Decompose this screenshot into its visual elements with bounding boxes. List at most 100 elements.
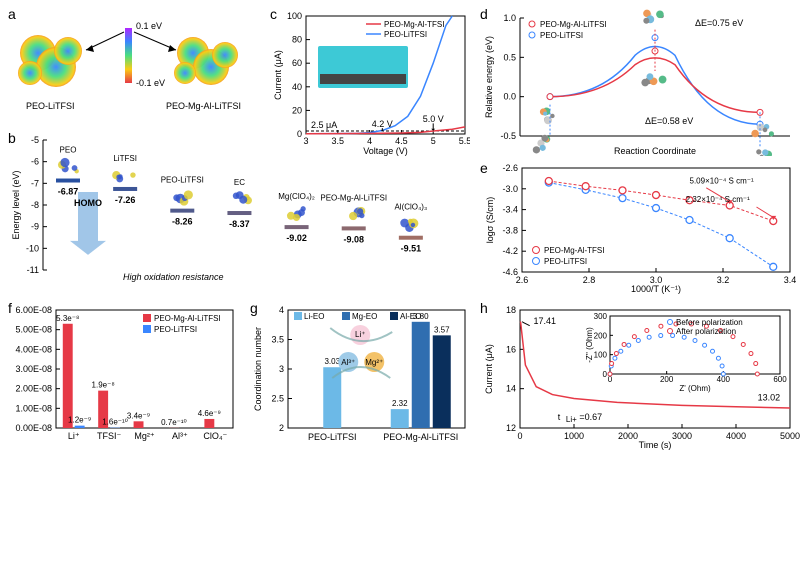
- panel-a-figure: 0.1 eV -0.1 eV PEO-LiTFSI PEO-Mg-Al-LiTF…: [8, 6, 258, 121]
- svg-text:PEO-LiTFSI: PEO-LiTFSI: [308, 432, 357, 442]
- svg-text:4: 4: [279, 305, 284, 315]
- svg-text:PEO-Mg-Al-LiTFSI: PEO-Mg-Al-LiTFSI: [540, 20, 607, 29]
- svg-text:3: 3: [279, 364, 284, 374]
- svg-text:14: 14: [506, 384, 516, 394]
- svg-text:Energy level (eV): Energy level (eV): [11, 170, 21, 239]
- svg-text:LiTFSI: LiTFSI: [113, 154, 137, 163]
- svg-text:-7: -7: [31, 178, 39, 188]
- svg-text:1000: 1000: [564, 431, 584, 441]
- svg-text:-11: -11: [27, 265, 39, 275]
- svg-text:17.41: 17.41: [534, 316, 557, 326]
- svg-text:-6.87: -6.87: [58, 187, 79, 197]
- svg-text:PEO-Mg-Al-LiTFSI: PEO-Mg-Al-LiTFSI: [320, 193, 387, 202]
- svg-text:Time (s): Time (s): [639, 440, 672, 450]
- svg-text:-5: -5: [31, 135, 39, 145]
- svg-text:Al³⁺: Al³⁺: [341, 358, 355, 367]
- svg-text:Mg²⁺: Mg²⁺: [134, 431, 154, 441]
- svg-text:200: 200: [660, 375, 674, 384]
- svg-text:2: 2: [279, 423, 284, 433]
- svg-text:0.7e⁻¹⁰: 0.7e⁻¹⁰: [161, 418, 187, 427]
- svg-text:300: 300: [594, 312, 608, 321]
- svg-text:-0.5: -0.5: [500, 131, 516, 141]
- svg-text:After polarization: After polarization: [676, 327, 736, 336]
- svg-text:40: 40: [292, 82, 302, 92]
- panel-d: d -0.50.00.51.0Reaction CoordinateRelati…: [480, 6, 800, 156]
- svg-text:1.2e⁻⁹: 1.2e⁻⁹: [68, 416, 91, 425]
- svg-text:-8: -8: [31, 200, 39, 210]
- svg-text:-2.6: -2.6: [502, 163, 518, 173]
- svg-text:2000: 2000: [618, 431, 638, 441]
- panel-d-chart: -0.50.00.51.0Reaction CoordinateRelative…: [480, 6, 800, 156]
- svg-text:Coordination number: Coordination number: [253, 327, 263, 411]
- svg-text:2.5: 2.5: [271, 394, 284, 404]
- svg-text:-9.02: -9.02: [286, 233, 307, 243]
- svg-text:Li⁺: Li⁺: [355, 330, 365, 339]
- svg-text:3000: 3000: [672, 431, 692, 441]
- panel-b-label: b: [8, 130, 16, 146]
- svg-text:100: 100: [287, 11, 302, 21]
- svg-text:5.3e⁻⁸: 5.3e⁻⁸: [56, 314, 79, 323]
- svg-text:PEO-LiTFSI: PEO-LiTFSI: [384, 30, 427, 39]
- svg-text:Mg(ClO₄)₂: Mg(ClO₄)₂: [278, 192, 315, 201]
- svg-text:PEO-LiTFSI: PEO-LiTFSI: [540, 31, 583, 40]
- svg-text:60: 60: [292, 58, 302, 68]
- svg-text:PEO-Mg-Al-LiTFSI: PEO-Mg-Al-LiTFSI: [154, 314, 221, 323]
- svg-text:-6: -6: [31, 157, 39, 167]
- svg-text:PEO-Mg-Al-TFSI: PEO-Mg-Al-TFSI: [544, 246, 604, 255]
- svg-text:ΔE=0.58 eV: ΔE=0.58 eV: [645, 116, 693, 126]
- svg-text:4.2 V: 4.2 V: [372, 119, 393, 129]
- svg-text:1.9e⁻⁸: 1.9e⁻⁸: [92, 381, 115, 390]
- svg-text:100: 100: [594, 351, 608, 360]
- svg-text:3.03: 3.03: [324, 357, 340, 366]
- svg-text:4000: 4000: [726, 431, 746, 441]
- svg-text:600: 600: [773, 375, 787, 384]
- svg-text:6.00E-08: 6.00E-08: [15, 305, 52, 315]
- svg-text:Mg-EO: Mg-EO: [352, 312, 377, 321]
- svg-text:3.2: 3.2: [717, 275, 730, 285]
- svg-text:Mg²⁺: Mg²⁺: [365, 358, 383, 367]
- svg-text:20: 20: [292, 105, 302, 115]
- svg-text:4.00E-08: 4.00E-08: [15, 344, 52, 354]
- left-mol-label: PEO-LiTFSI: [26, 101, 75, 111]
- svg-text:0.0: 0.0: [503, 92, 516, 102]
- svg-text:Li⁺: Li⁺: [68, 431, 80, 441]
- svg-text:0.00E-08: 0.00E-08: [15, 423, 52, 433]
- svg-text:PEO-LiTFSI: PEO-LiTFSI: [154, 325, 197, 334]
- svg-text:-8.37: -8.37: [229, 219, 250, 229]
- svg-text:2.5 μA: 2.5 μA: [311, 120, 337, 130]
- svg-text:Current (μA): Current (μA): [273, 50, 283, 100]
- panel-h-chart: 01000200030004000500012141618Time (s)Cur…: [480, 300, 800, 450]
- svg-text:1.00E-08: 1.00E-08: [15, 403, 52, 413]
- panel-h: h 01000200030004000500012141618Time (s)C…: [480, 300, 800, 450]
- svg-text:1.6e⁻¹⁰: 1.6e⁻¹⁰: [102, 418, 128, 427]
- svg-text:Current (μA): Current (μA): [484, 344, 494, 394]
- panel-h-label: h: [480, 300, 488, 316]
- svg-text:5000: 5000: [780, 431, 800, 441]
- panel-f: f 0.00E-081.00E-082.00E-083.00E-084.00E-…: [8, 300, 238, 450]
- svg-text:80: 80: [292, 35, 302, 45]
- svg-text:3.57: 3.57: [434, 325, 450, 334]
- panel-a-label: a: [8, 6, 16, 22]
- svg-text:0.5: 0.5: [503, 52, 516, 62]
- svg-text:-3.0: -3.0: [502, 184, 518, 194]
- svg-text:EC: EC: [234, 178, 245, 187]
- svg-text:3.4e⁻⁹: 3.4e⁻⁹: [127, 411, 150, 420]
- svg-text:PEO-Mg-Al-LiTFSI: PEO-Mg-Al-LiTFSI: [383, 432, 458, 442]
- panel-g-chart: 22.533.54Coordination numberPEO-LiTFSIPE…: [250, 300, 470, 450]
- panel-g: g 22.533.54Coordination numberPEO-LiTFSI…: [250, 300, 470, 450]
- svg-text:-9.51: -9.51: [401, 244, 422, 254]
- svg-text:12: 12: [506, 423, 516, 433]
- svg-text:PEO-Mg-Al-TFSI: PEO-Mg-Al-TFSI: [384, 20, 444, 29]
- svg-text:-4.6: -4.6: [502, 267, 518, 277]
- svg-text:ClO₄⁻: ClO₄⁻: [203, 431, 227, 441]
- panel-f-label: f: [8, 300, 12, 316]
- svg-text:5.0 V: 5.0 V: [423, 114, 444, 124]
- svg-text:-8.26: -8.26: [172, 217, 193, 227]
- svg-text:-9: -9: [31, 222, 39, 232]
- svg-text:0: 0: [517, 431, 522, 441]
- svg-text:-3.8: -3.8: [502, 225, 518, 235]
- svg-text:-10: -10: [26, 243, 39, 253]
- svg-text:4.6e⁻⁹: 4.6e⁻⁹: [198, 409, 221, 418]
- svg-text:1000/T (K⁻¹): 1000/T (K⁻¹): [631, 284, 681, 294]
- svg-text:PEO: PEO: [60, 146, 77, 155]
